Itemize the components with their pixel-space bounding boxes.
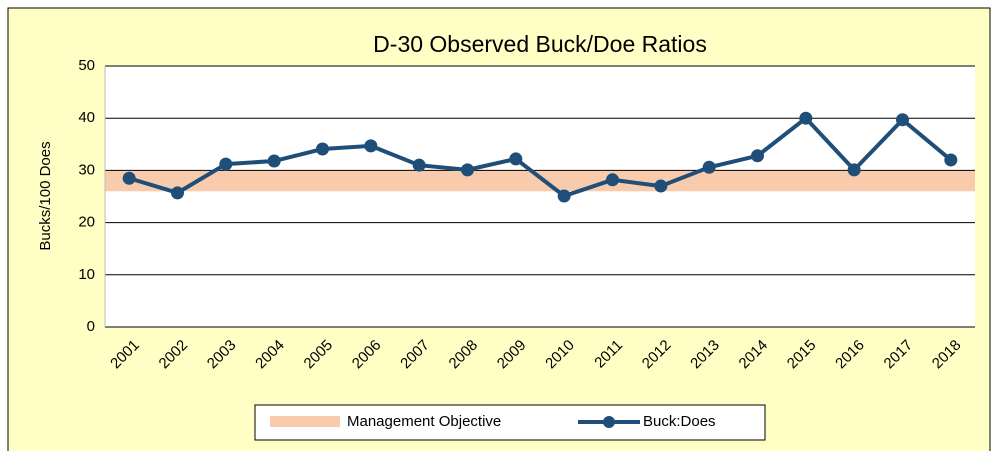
- legend-label: Management Objective: [347, 413, 501, 430]
- data-point: [219, 157, 233, 171]
- data-point: [702, 160, 716, 174]
- objective-band: [105, 170, 975, 192]
- y-tick-label: 0: [87, 318, 95, 335]
- data-point: [606, 173, 619, 187]
- data-point: [267, 154, 281, 168]
- data-point: [847, 163, 861, 177]
- data-point: [412, 158, 426, 172]
- y-tick-label: 30: [78, 161, 95, 178]
- data-point: [171, 186, 184, 200]
- data-line: [128, 115, 953, 199]
- data-point: [122, 171, 136, 185]
- y-tick-label: 10: [78, 266, 95, 283]
- data-point: [461, 163, 474, 177]
- data-point: [944, 153, 958, 167]
- y-tick-label: 20: [78, 214, 95, 231]
- data-point: [654, 179, 668, 193]
- chart-title: D-30 Observed Buck/Doe Ratios: [373, 31, 707, 57]
- y-tick-label: 50: [78, 57, 95, 74]
- data-point: [896, 113, 909, 127]
- data-point: [751, 149, 764, 163]
- data-point: [509, 152, 523, 166]
- data-point: [799, 111, 813, 125]
- data-point: [316, 142, 329, 156]
- y-tick-label: 40: [78, 109, 95, 126]
- legend-marker: [603, 416, 615, 428]
- data-point: [557, 189, 571, 203]
- legend-swatch: [270, 416, 340, 427]
- plot-area: [105, 66, 975, 327]
- legend-label: Buck:Does: [643, 413, 716, 430]
- data-point: [364, 139, 378, 153]
- y-axis-label: Bucks/100 Does: [37, 141, 54, 250]
